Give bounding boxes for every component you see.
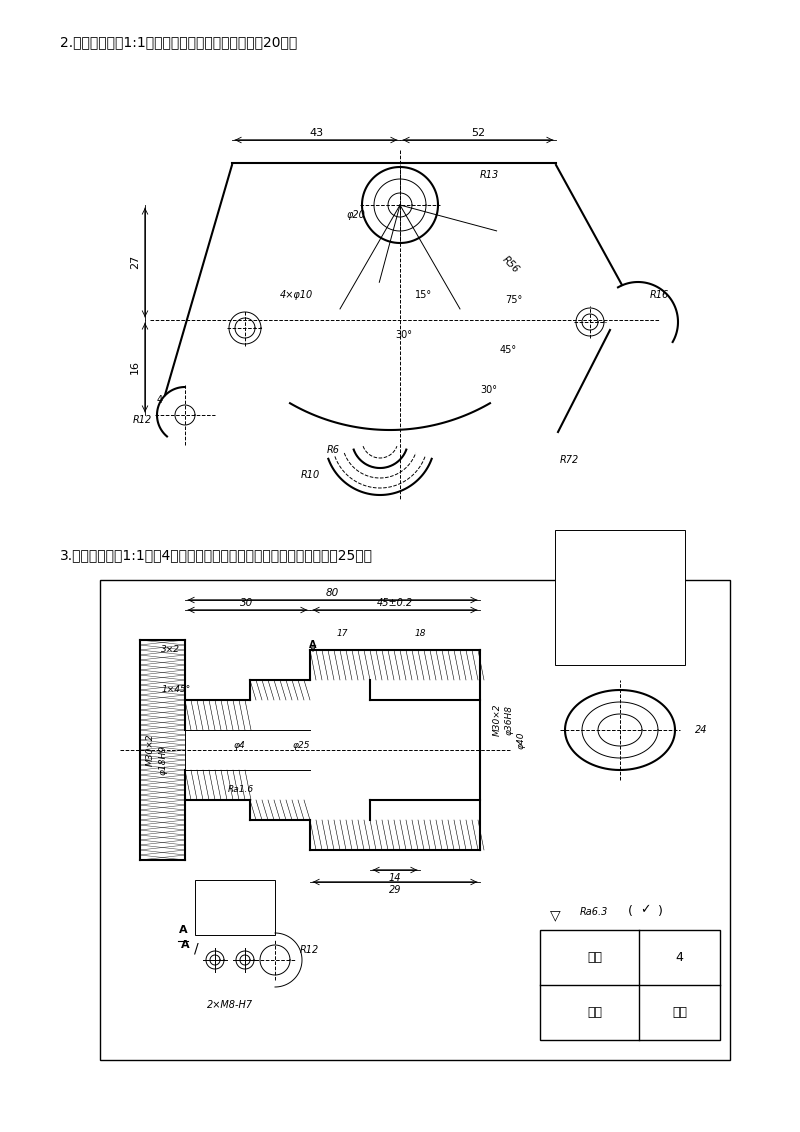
Bar [140,640,185,860]
Text: /: / [194,941,198,955]
Text: 3×2: 3×2 [161,645,180,654]
Text: Ra1.6: Ra1.6 [228,786,254,795]
Text: R10: R10 [301,470,320,480]
Text: 4×φ10: 4×φ10 [280,290,314,300]
Text: 17: 17 [336,628,348,637]
Text: φ18H9: φ18H9 [159,745,168,775]
Text: 30: 30 [240,598,254,608]
Text: 27: 27 [130,255,140,269]
Text: 15°: 15° [415,290,432,300]
Text: 阀体: 阀体 [672,1006,687,1019]
Text: M30×2: M30×2 [146,734,155,766]
Text: ): ) [658,906,662,918]
Bar [195,880,275,935]
Text: R6: R6 [327,445,340,455]
Text: 3.　按标注尺对1:1抄画4号件阀体的零件图，并注全尺对和粗糙度。（25分）: 3. 按标注尺对1:1抄画4号件阀体的零件图，并注全尺对和粗糙度。（25分） [60,548,373,561]
Text: 18: 18 [414,628,426,637]
Text: 75°: 75° [505,295,522,305]
Text: M30×2: M30×2 [493,704,502,736]
Text: 43: 43 [309,128,323,138]
Text: R16: R16 [650,290,670,300]
Text: 4: 4 [675,951,683,964]
Text: 80: 80 [326,588,338,598]
Bar [100,580,730,1060]
Text: 序号: 序号 [587,951,602,964]
Text: φ20: φ20 [346,211,365,220]
Text: φ36H8: φ36H8 [505,705,514,735]
Text: 2×M8-H7: 2×M8-H7 [207,1000,253,1010]
Text: R12: R12 [300,945,319,955]
Text: 16: 16 [130,360,140,374]
Text: R13: R13 [480,170,499,180]
Text: R56: R56 [500,255,521,275]
Text: R12: R12 [133,415,152,424]
Text: 30°: 30° [395,331,412,340]
Text: 2.　按标注尺对1:1抄画平面图形，并注全尺对。（20分）: 2. 按标注尺对1:1抄画平面图形，并注全尺对。（20分） [60,35,298,49]
Text: R72: R72 [560,455,579,465]
Text: 45°: 45° [500,345,517,355]
Text: φ40: φ40 [517,731,526,748]
Text: 14: 14 [389,873,402,883]
Text: A: A [310,640,317,650]
Bar [555,530,685,664]
Text: 24: 24 [695,724,707,735]
Text: A: A [181,940,190,950]
Text: 45±0.2: 45±0.2 [377,598,413,608]
Text: 29: 29 [389,885,402,895]
Text: 1×45°: 1×45° [162,686,191,695]
Text: ✓: ✓ [640,903,650,917]
Text: φ25: φ25 [293,740,310,749]
Text: 4: 4 [157,395,163,405]
Text: φ4: φ4 [234,740,245,749]
Text: 30°: 30° [480,385,497,395]
Text: 52: 52 [471,128,485,138]
Text: 名称: 名称 [587,1006,602,1019]
Bar [540,931,720,1040]
Text: Ra6.3: Ra6.3 [580,907,608,917]
Text: ▽: ▽ [550,908,560,921]
Text: A: A [178,925,187,935]
Text: (: ( [627,906,633,918]
